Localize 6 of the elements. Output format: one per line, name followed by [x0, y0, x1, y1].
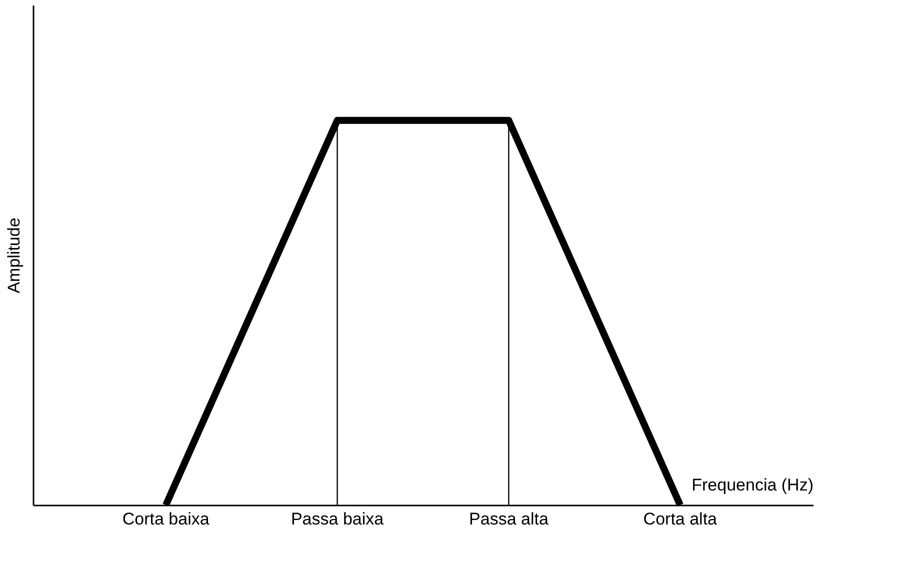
y-axis-title: Amplitude — [4, 218, 24, 294]
x-tick-label: Corta alta — [643, 510, 718, 528]
x-tick-label: Passa alta — [469, 510, 549, 528]
x-axis-title: Frequencia (Hz) — [692, 476, 814, 494]
x-tick-label: Passa baixa — [290, 510, 384, 528]
x-tick-label: Corta baixa — [122, 510, 210, 528]
